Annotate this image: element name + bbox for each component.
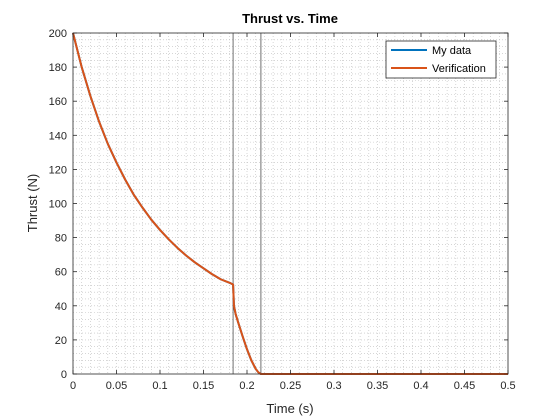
y-tick-label: 200: [49, 28, 67, 40]
y-tick-label: 40: [55, 301, 67, 313]
x-tick-label: 0.4: [413, 380, 428, 392]
x-tick-label: 0.35: [367, 380, 388, 392]
x-tick-label: 0.5: [500, 380, 515, 392]
chart-title: Thrust vs. Time: [242, 11, 338, 26]
x-tick-labels: 0 0.05 0.1 0.15 0.2 0.25 0.3 0.35 0.4 0.45 0.5: [70, 380, 516, 392]
y-tick-label: 0: [61, 369, 67, 381]
y-tick-label: 120: [49, 164, 67, 176]
y-tick-label: 100: [49, 199, 67, 211]
legend-label-my-data: My data: [432, 45, 472, 57]
y-tick-label: 80: [55, 233, 67, 245]
x-tick-label: 0.45: [454, 380, 475, 392]
y-tick-label: 20: [55, 335, 67, 347]
y-tick-label: 60: [55, 267, 67, 279]
vertical-markers: [232, 33, 262, 374]
axis-ticks: [72, 32, 509, 375]
x-tick-label: 0.1: [152, 380, 167, 392]
x-tick-label: 0.15: [193, 380, 214, 392]
y-axis-label: Thrust (N): [25, 174, 40, 233]
x-tick-label: 0.3: [326, 380, 341, 392]
legend-label-verification: Verification: [432, 63, 486, 75]
x-tick-label: 0.05: [106, 380, 127, 392]
y-tick-label: 180: [49, 62, 67, 74]
y-tick-label: 160: [49, 96, 67, 108]
x-tick-label: 0: [70, 380, 76, 392]
x-tick-label: 0.2: [239, 380, 254, 392]
y-tick-labels: 0 20 40 60 80 100 120 140 160 180 200: [49, 28, 67, 381]
legend-box: [385, 40, 497, 79]
y-tick-label: 140: [49, 130, 67, 142]
x-tick-label: 0.25: [280, 380, 301, 392]
x-axis-label: Time (s): [266, 401, 313, 416]
legend: My data Verification: [385, 40, 497, 79]
